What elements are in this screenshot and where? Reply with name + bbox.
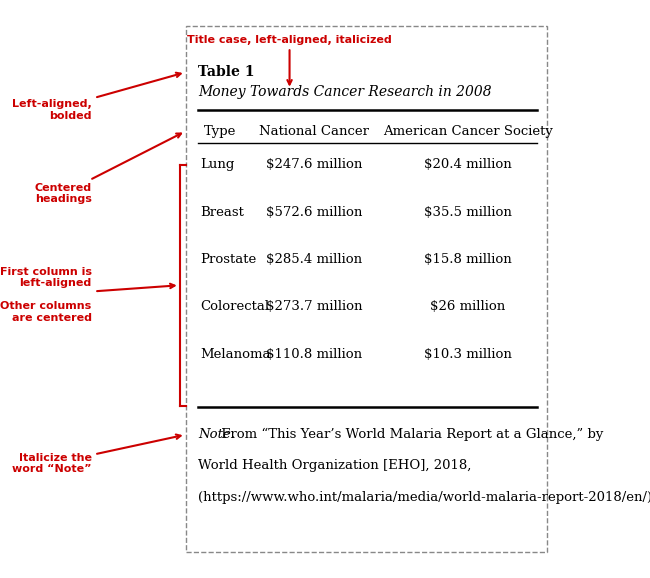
Text: From “This Year’s World Malaria Report at a Glance,” by: From “This Year’s World Malaria Report a… — [216, 428, 603, 441]
Text: $273.7 million: $273.7 million — [266, 301, 363, 313]
Text: Lung: Lung — [200, 158, 235, 171]
Text: Title case, left-aligned, italicized: Title case, left-aligned, italicized — [187, 35, 392, 84]
Text: National Cancer: National Cancer — [259, 125, 369, 138]
Text: Left-aligned,
bolded: Left-aligned, bolded — [12, 73, 181, 121]
Text: Note.: Note. — [198, 428, 235, 441]
Text: First column is
left-aligned

Other columns
are centered: First column is left-aligned Other colum… — [0, 266, 175, 323]
Text: (https://www.who.int/malaria/media/world-malaria-report-2018/en/).: (https://www.who.int/malaria/media/world… — [198, 491, 650, 503]
Text: $26 million: $26 million — [430, 301, 506, 313]
Text: $572.6 million: $572.6 million — [266, 206, 363, 218]
Text: American Cancer Society: American Cancer Society — [383, 125, 552, 138]
Text: $10.3 million: $10.3 million — [424, 348, 512, 361]
Text: Breast: Breast — [200, 206, 244, 218]
Text: Table 1: Table 1 — [198, 65, 254, 79]
Text: Type: Type — [204, 125, 237, 138]
Text: $35.5 million: $35.5 million — [424, 206, 512, 218]
Text: $20.4 million: $20.4 million — [424, 158, 512, 171]
Text: World Health Organization [EHO], 2018,: World Health Organization [EHO], 2018, — [198, 459, 471, 472]
Text: $15.8 million: $15.8 million — [424, 253, 512, 266]
Text: Colorectal: Colorectal — [200, 301, 270, 313]
Text: Centered
headings: Centered headings — [34, 134, 181, 205]
Text: $247.6 million: $247.6 million — [266, 158, 363, 171]
Text: Money Towards Cancer Research in 2008: Money Towards Cancer Research in 2008 — [198, 86, 491, 99]
FancyBboxPatch shape — [186, 26, 547, 552]
Text: Melanoma: Melanoma — [200, 348, 271, 361]
Text: $110.8 million: $110.8 million — [266, 348, 362, 361]
Text: Italicize the
word “Note”: Italicize the word “Note” — [12, 435, 181, 475]
Text: $285.4 million: $285.4 million — [266, 253, 362, 266]
Text: Prostate: Prostate — [200, 253, 257, 266]
